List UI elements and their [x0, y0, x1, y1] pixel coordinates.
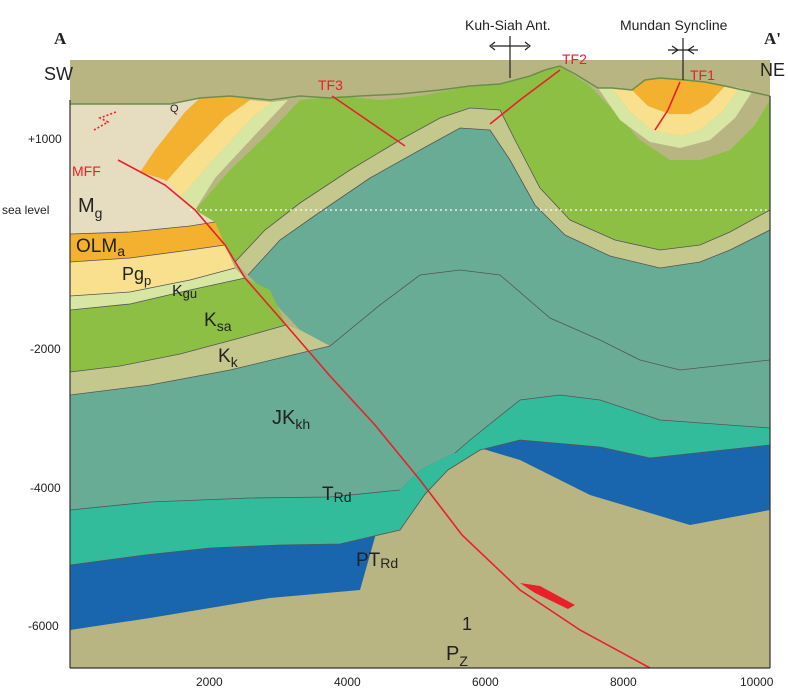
- strata: [70, 60, 770, 668]
- unit-q-label: Q: [170, 103, 179, 115]
- thrust-arrow-icon: [520, 583, 575, 609]
- fault-tf3-trace: [331, 95, 406, 147]
- unit-ptrd-label: PTRd: [356, 550, 398, 571]
- unit-mg-layer: [70, 98, 215, 234]
- unit-ksa-label: Ksa: [204, 310, 232, 334]
- anticline-axis-icon: [489, 36, 531, 78]
- syncline-pgp-band: [612, 86, 740, 136]
- anticline-label: Kuh-Siah Ant.: [465, 17, 551, 33]
- y-tick-label: -6000: [28, 619, 59, 633]
- fault-mff-trace: [117, 159, 651, 669]
- fault-tf2-trace: [489, 69, 561, 125]
- faults: [93, 69, 681, 669]
- unit-mg-label: Mg: [78, 195, 102, 221]
- syncline-axis-icon: [668, 38, 698, 80]
- unit-trd-label: TRd: [322, 484, 352, 505]
- unit-jkkh-layer: [70, 270, 770, 510]
- x-tick-label: 10000: [740, 675, 774, 689]
- unit-pgp-label: Pgp: [122, 264, 151, 288]
- y-tick-label: sea level: [2, 203, 49, 217]
- y-tick-label: -4000: [30, 481, 61, 495]
- fault-tf1-label: TF1: [690, 67, 715, 83]
- unit-jkkh-upper-layer: [248, 128, 770, 370]
- unit-kgu-label: Kgu: [172, 283, 197, 301]
- syncline-outer-band: [598, 88, 752, 148]
- unit-kk-layer: [70, 325, 330, 395]
- section-end-label: A': [764, 29, 781, 48]
- unit-olma-layer: [70, 222, 225, 262]
- x-tick-label: 4000: [334, 675, 361, 689]
- sw-direction-label: SW: [44, 64, 73, 84]
- topographic-surface: [70, 65, 771, 105]
- unit-pgp-north-layer: [150, 100, 272, 200]
- unit-ksa-layer: [70, 278, 286, 372]
- unit-pz-label: PZ: [446, 643, 468, 669]
- fault-mff-label: MFF: [72, 163, 101, 179]
- fault-tf1-trace: [654, 81, 681, 131]
- x-tick-label: 2000: [196, 675, 223, 689]
- unit-olma-label: OLMa: [76, 236, 125, 259]
- fault-tf3-label: TF3: [318, 77, 343, 93]
- y-tick-label: -2000: [30, 342, 61, 356]
- unit-kk-north-layer: [235, 108, 770, 275]
- unit-ksa-north-layer: [195, 66, 770, 262]
- unit-kk-label: Kk: [218, 346, 239, 370]
- y-tick-label: +1000: [28, 132, 62, 146]
- unit-jkkh-label: JKkh: [272, 407, 310, 432]
- section-start-label: A: [54, 29, 67, 48]
- unit-olma-north-layer: [128, 96, 250, 200]
- fault-tf2-label: TF2: [562, 51, 587, 67]
- fault-mff-splay: [93, 111, 117, 131]
- unit-pgp-layer: [70, 245, 235, 296]
- x-tick-label: 8000: [610, 675, 637, 689]
- unit-kgu-layer: [70, 268, 245, 310]
- unit-kgu-north-layer: [178, 100, 288, 210]
- unit-pz-superscript: 1: [462, 614, 472, 634]
- unit-ptrd-layer: [70, 440, 770, 630]
- x-tick-label: 6000: [472, 675, 499, 689]
- ne-direction-label: NE: [760, 60, 785, 80]
- syncline-olma-core: [632, 78, 725, 114]
- contact-lines: [70, 107, 770, 566]
- syncline-label: Mundan Syncline: [620, 17, 728, 33]
